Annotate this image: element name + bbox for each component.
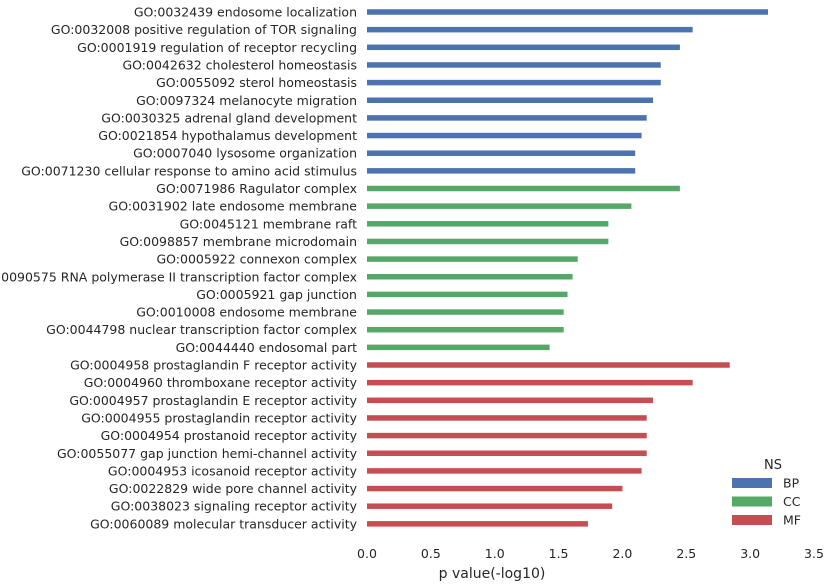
legend-label-cc: CC [783,494,801,509]
x-axis-label: p value(-log10) [439,566,546,582]
bar-go-0021854 [367,132,642,139]
bar-go-0001919 [367,44,680,51]
category-label: GO:0032008 positive regulation of TOR si… [51,22,357,37]
category-label: GO:0004960 thromboxane receptor activity [84,375,358,390]
x-tick-label: 3.0 [740,546,760,561]
bar-go-0042632 [367,62,661,68]
category-label: GO:0021854 hypothalamus development [98,128,357,143]
legend-title: NS [764,458,782,473]
bar-go-0005922 [367,256,578,262]
legend-swatch-bp [732,478,772,488]
bar-go-0007040 [367,150,636,156]
category-label: GO:0004957 prostaglandin E receptor acti… [69,393,357,408]
category-label: GO:0060089 molecular transducer activity [90,516,358,531]
category-label: GO:0004953 icosanoid receptor activity [108,463,358,478]
bar-go-0044440 [367,344,550,351]
legend-label-mf: MF [783,513,801,528]
category-label: GO:0010008 endosome membrane [136,305,357,320]
x-tick-label: 2.5 [676,546,696,561]
bar-go-0004954 [367,432,647,439]
x-tick-label: 1.0 [485,546,505,561]
bars-group [367,9,769,527]
category-label: GO:0031902 late endosome membrane [109,199,358,214]
category-label: GO:0007040 lysosome organization [133,146,357,161]
x-tick-label: 1.5 [549,546,569,561]
bar-go-0032439 [367,9,769,15]
x-tick-labels-group: 0.0 0.5 1.0 1.5 2.0 2.5 3.0 3.5 [357,546,824,561]
category-label: GO:0030325 adrenal gland development [101,110,357,125]
category-label: GO:0004958 prostaglandin F receptor acti… [70,358,358,373]
category-label: GO:0044798 nuclear transcription factor … [46,322,357,337]
legend-swatch-mf [732,515,772,525]
bar-go-0004955 [367,415,647,421]
bar-go-0022829 [367,485,623,492]
bar-go-0032008 [367,26,693,33]
x-tick-label: 0.5 [421,546,441,561]
bar-go-0097324 [367,97,654,103]
bar-go-0071986 [367,185,680,192]
bar-go-0004957 [367,397,654,404]
bar-go-0005921 [367,291,568,298]
bar-go-0004960 [367,379,693,386]
category-label: GO:0055077 gap junction hemi-channel act… [57,446,358,461]
category-label: GO:0042632 cholesterol homeostasis [123,57,358,72]
category-label: GO:0004955 prostaglandin receptor activi… [81,410,357,425]
category-label: GO:0097324 melanocyte migration [136,93,357,108]
bar-go-0004958 [367,362,730,368]
category-label: GO:0071230 cellular response to amino ac… [21,163,357,178]
category-label: GO:0001919 regulation of receptor recycl… [77,40,357,55]
category-label: GO:0055092 sterol homeostasis [156,75,357,90]
category-label: GO:0045121 membrane raft [180,216,358,231]
bar-go-0098857 [367,238,609,245]
category-labels-group: GO:0032439 endosome localization GO:00320… [0,5,358,532]
bar-go-0090575 [367,274,573,280]
bar-go-0045121 [367,221,609,227]
x-tick-label: 3.5 [804,546,824,561]
bar-go-0031902 [367,203,632,209]
x-tick-label: 2.0 [612,546,632,561]
bar-go-0004953 [367,468,642,474]
bar-go-0044798 [367,326,564,333]
bar-go-0038023 [367,503,613,509]
legend-label-bp: BP [783,476,800,491]
category-label: GO:0098857 membrane microdomain [120,234,357,249]
category-label: GO:0005921 gap junction [196,287,357,302]
bar-go-0030325 [367,115,647,121]
x-tick-label: 0.0 [357,546,377,561]
legend-swatch-cc [732,496,772,507]
bar-go-0010008 [367,309,564,315]
bar-go-0060089 [367,521,588,527]
bar-go-0055077 [367,450,647,456]
category-label: GO:0004954 prostanoid receptor activity [101,428,358,443]
category-label: GO:0032439 endosome localization [134,5,357,20]
legend: NS BP CC MF [732,458,801,528]
category-label: GO:0044440 endosomal part [176,340,358,355]
category-label: GO:0022829 wide pore channel activity [109,481,358,496]
category-label: GO:0038023 signaling receptor activity [111,499,358,514]
category-label: GO:0090575 RNA polymerase II transcripti… [0,269,357,284]
bar-go-0071230 [367,168,636,174]
category-label: GO:0005922 connexon complex [156,252,357,267]
bar-go-0055092 [367,79,661,86]
category-label: GO:0071986 Ragulator complex [156,181,357,196]
